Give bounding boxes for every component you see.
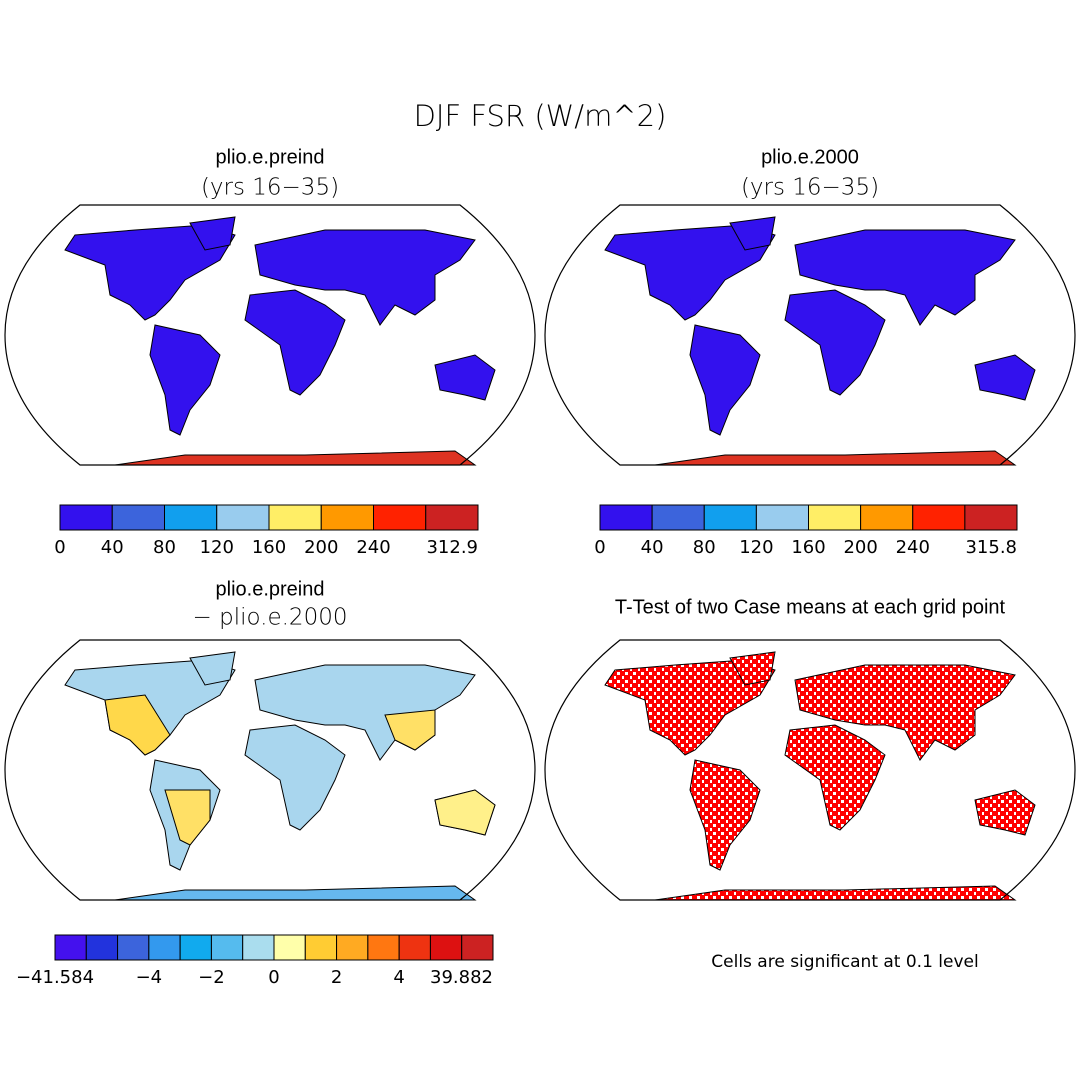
colorbar-cell [216,504,270,531]
colorbar-label: −41.584 [16,967,94,988]
colorbar-cell [85,934,119,961]
colorbar-cell [148,934,181,961]
colorbar-cell [367,934,400,961]
map [544,204,1076,466]
colorbar-label: 312.9 [426,537,478,558]
colorbar-cell [373,504,427,531]
panel-title: plio.e.preind [216,578,325,600]
colorbar-cell [398,934,431,961]
colorbar-label: 240 [896,537,930,558]
colorbar-label: 0 [268,967,279,988]
colorbar-label: −2 [198,967,225,988]
colorbar-label: 160 [791,537,825,558]
colorbar-cell [179,934,212,961]
colorbar-cell [860,504,914,531]
map [4,204,536,466]
colorbar-cell [461,934,494,961]
colorbar-cell [164,504,218,531]
colorbar-label: 40 [101,537,124,558]
colorbar-cell [59,504,113,531]
colorbar-cell [599,504,653,531]
map [4,639,536,901]
colorbar-label: 80 [693,537,716,558]
map [544,639,1076,901]
colorbar-cell [429,934,463,961]
colorbar-cell [268,504,322,531]
colorbar-label: 315.8 [965,537,1017,558]
colorbar-cell [54,934,87,961]
panel-subtitle: − plio.e.2000 [193,605,348,631]
colorbar-cell [964,504,1018,531]
colorbar-cell [273,934,306,961]
panel-title: T-Test of two Case means at each grid po… [615,596,1006,618]
colorbar-label: 240 [356,537,390,558]
colorbar-label: 120 [739,537,773,558]
colorbar-cell [808,504,862,531]
panel-subtitle: (yrs 16−35) [741,175,879,201]
colorbar-label: 40 [641,537,664,558]
colorbar-label: 200 [843,537,877,558]
colorbar-cell [242,934,275,961]
panel-title: plio.e.2000 [761,146,859,168]
colorbar-label: 0 [594,537,605,558]
colorbar-label: −4 [136,967,163,988]
figure-title: DJF FSR (W/m^2) [414,99,667,133]
colorbar-cell [336,934,369,961]
colorbar-cell [210,934,244,961]
colorbar-label: 0 [54,537,65,558]
panel-subtitle: (yrs 16−35) [201,175,339,201]
colorbar-label: 120 [200,537,234,558]
colorbar-cell [117,934,150,961]
colorbar-cell [320,504,374,531]
panel-title: plio.e.preind [216,146,325,168]
colorbar-label: 4 [393,967,404,988]
colorbar-label: 80 [153,537,176,558]
note: Cells are significant at 0.1 level [711,952,978,972]
colorbar-label: 2 [331,967,342,988]
colorbar-cell [111,504,165,531]
colorbar-label: 160 [252,537,286,558]
colorbar-label: 39.882 [430,967,493,988]
colorbar-cell [651,504,705,531]
colorbar-cell [703,504,757,531]
colorbar-cell [425,504,479,531]
colorbar-cell [912,504,966,531]
colorbar-label: 200 [304,537,338,558]
colorbar-cell [304,934,338,961]
colorbar-cell [755,504,809,531]
